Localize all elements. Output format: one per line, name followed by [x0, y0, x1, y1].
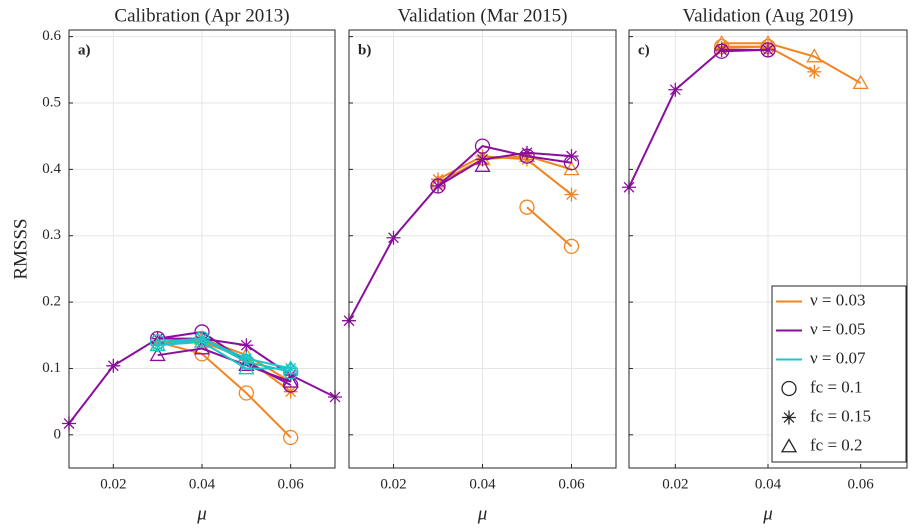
marker-star [564, 187, 579, 202]
x-tick-label: 0.04 [755, 476, 782, 492]
marker-triangle [282, 373, 299, 388]
x-axis-label: μ [762, 503, 773, 524]
plot-frame [68, 29, 336, 469]
marker-circle [563, 238, 580, 254]
panel-title: Validation (Mar 2015) [398, 5, 568, 26]
y-tick-label: 0.3 [42, 227, 61, 243]
marker-star [239, 351, 254, 366]
legend-box [771, 285, 907, 463]
marker-star [386, 230, 401, 245]
panel-title: Validation (Aug 2019) [683, 5, 854, 26]
marker-star [283, 361, 298, 376]
panel-title: Calibration (Apr 2013) [114, 5, 289, 26]
y-axis-label: RMSSS [10, 218, 31, 279]
series-line [437, 145, 572, 187]
x-tick-label: 0.06 [558, 476, 585, 492]
legend-marker [780, 438, 798, 453]
marker-circle [563, 155, 580, 171]
y-tick-label: 0 [54, 426, 62, 442]
marker-circle [519, 148, 535, 164]
marker-triangle [238, 356, 255, 372]
marker-circle [474, 138, 491, 154]
x-tick-label: 0.02 [100, 476, 126, 492]
legend-text: ν = 0.05 [810, 319, 866, 338]
marker-star [714, 42, 729, 57]
series-line [526, 206, 573, 248]
y-tick-label: 0.1 [42, 360, 61, 376]
series-line [157, 347, 292, 383]
marker-circle [238, 385, 254, 401]
series-line [157, 340, 291, 370]
marker-star [195, 331, 209, 346]
x-tick-label: 0.04 [189, 476, 216, 492]
panel-label: a) [78, 42, 91, 58]
y-tick-label: 0.5 [42, 94, 61, 110]
marker-circle [430, 178, 446, 194]
marker-circle [714, 43, 730, 59]
series-line [721, 42, 862, 84]
x-axis-label: μ [477, 503, 488, 524]
marker-circle [519, 199, 535, 215]
marker-circle [283, 429, 299, 446]
y-tick-label: 0.4 [42, 161, 61, 177]
series-line [348, 151, 572, 322]
legend-marker [782, 410, 796, 425]
panel-label: b) [358, 42, 371, 58]
x-axis-label: μ [196, 503, 207, 524]
marker-triangle [149, 336, 166, 352]
series-line [721, 48, 769, 53]
y-tick-label: 0.6 [42, 28, 61, 44]
marker-star [239, 338, 254, 353]
marker-triangle [193, 333, 211, 348]
series-line [157, 340, 292, 439]
marker-triangle [282, 360, 299, 375]
x-tick-label: 0.02 [662, 476, 688, 492]
legend-text: fc = 0.1 [810, 377, 863, 396]
series-line [157, 337, 291, 370]
legend-text: fc = 0.2 [810, 435, 863, 454]
marker-star [807, 64, 822, 79]
legend-text: ν = 0.03 [810, 290, 866, 309]
panel-label: c) [638, 42, 650, 58]
series-line [157, 337, 291, 373]
plot-frame [348, 29, 617, 469]
marker-triangle [852, 74, 869, 89]
series-line [437, 155, 572, 184]
marker-star [431, 178, 445, 193]
x-tick-label: 0.06 [848, 476, 875, 492]
marker-triangle [474, 157, 491, 172]
plot-frame [628, 29, 908, 469]
marker-triangle [238, 360, 255, 375]
legend-text: ν = 0.07 [810, 348, 866, 367]
marker-star [106, 358, 121, 373]
marker-circle [283, 377, 299, 393]
x-tick-label: 0.04 [469, 476, 496, 492]
marker-star [520, 145, 534, 160]
marker-star [668, 82, 683, 97]
legend-text: fc = 0.15 [810, 406, 871, 425]
marker-triangle [149, 346, 166, 362]
marker-triangle [806, 48, 823, 63]
marker-circle [760, 42, 776, 58]
x-tick-label: 0.02 [380, 476, 406, 492]
x-tick-label: 0.06 [278, 476, 305, 492]
legend-marker [781, 380, 797, 397]
y-tick-label: 0.2 [42, 294, 61, 310]
